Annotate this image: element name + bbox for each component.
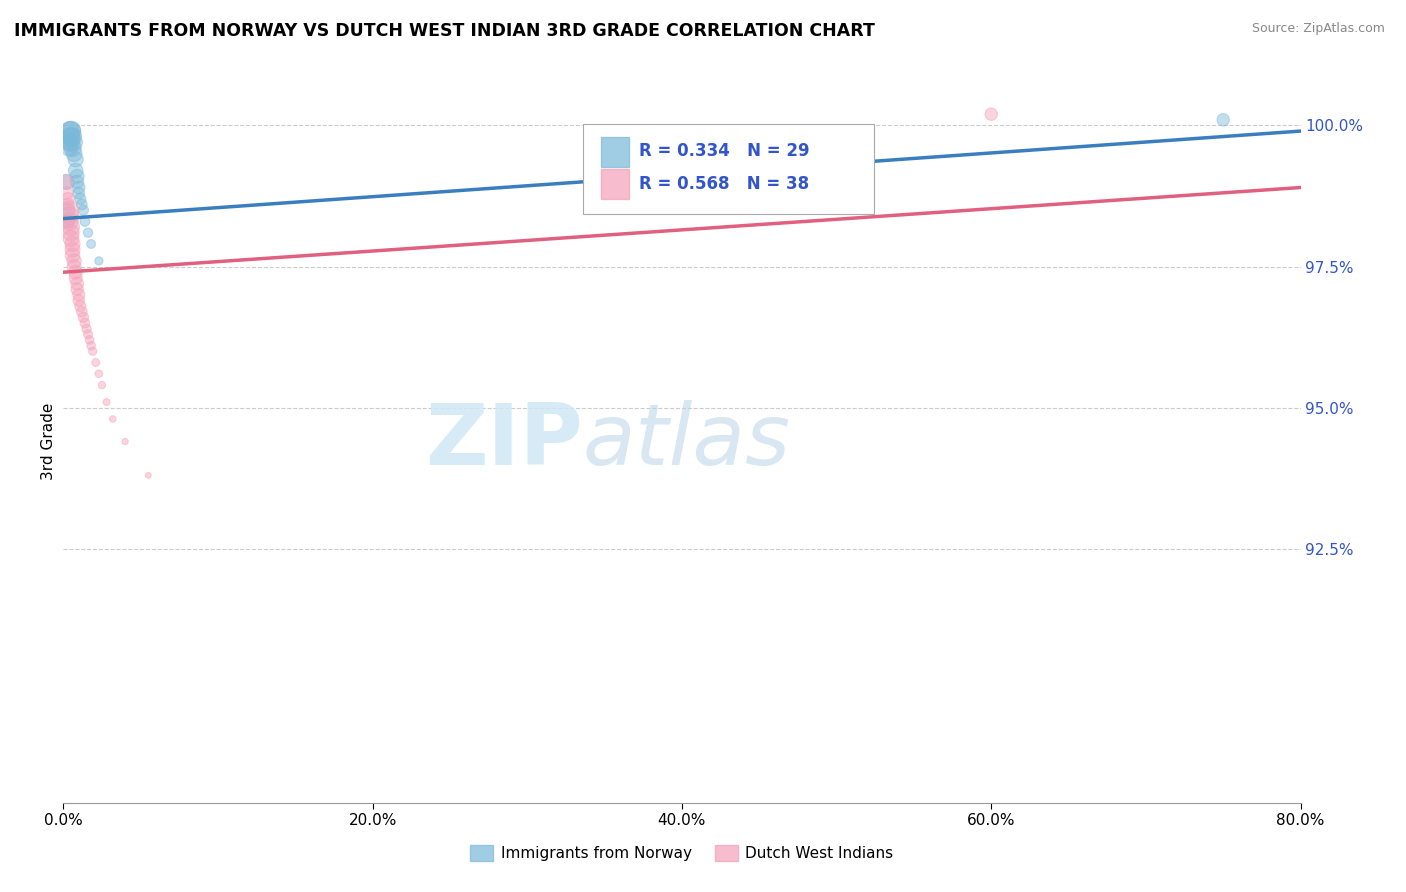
Text: IMMIGRANTS FROM NORWAY VS DUTCH WEST INDIAN 3RD GRADE CORRELATION CHART: IMMIGRANTS FROM NORWAY VS DUTCH WEST IND…: [14, 22, 875, 40]
Point: [96, 395, 118, 409]
Point: [63, 136, 86, 150]
Point: [138, 468, 160, 483]
Point: [66, 277, 89, 291]
Point: [1212, 112, 1234, 127]
Point: [55, 175, 77, 189]
Point: [114, 434, 136, 449]
Point: [67, 287, 90, 301]
Point: [66, 282, 89, 296]
Point: [63, 146, 86, 161]
Point: [80, 237, 103, 252]
Point: [87, 367, 110, 381]
Point: [55, 175, 77, 189]
Point: [59, 124, 82, 138]
Point: [59, 231, 82, 245]
Point: [55, 186, 77, 201]
Point: [63, 260, 86, 274]
Text: R = 0.334   N = 29: R = 0.334 N = 29: [638, 142, 810, 160]
Point: [59, 226, 82, 240]
Point: [90, 378, 114, 392]
Point: [82, 344, 104, 359]
Point: [62, 248, 84, 262]
Point: [58, 129, 80, 144]
Point: [67, 186, 90, 201]
Point: [59, 136, 82, 150]
Point: [69, 192, 91, 206]
Point: [65, 265, 87, 279]
Point: [62, 129, 84, 144]
Text: ZIP: ZIP: [425, 400, 583, 483]
Point: [58, 209, 80, 223]
Point: [59, 220, 82, 235]
Point: [77, 327, 100, 342]
Point: [56, 192, 79, 206]
Text: R = 0.568   N = 38: R = 0.568 N = 38: [638, 175, 808, 193]
Legend: Immigrants from Norway, Dutch West Indians: Immigrants from Norway, Dutch West India…: [464, 839, 900, 867]
Point: [101, 412, 124, 426]
Point: [73, 214, 96, 228]
Point: [63, 253, 86, 268]
Bar: [602, 169, 628, 200]
Point: [87, 253, 110, 268]
Point: [980, 107, 1002, 121]
Point: [65, 270, 87, 285]
Point: [62, 141, 84, 155]
Point: [65, 163, 87, 178]
Point: [62, 237, 84, 252]
Point: [84, 355, 107, 369]
Point: [65, 153, 87, 167]
Point: [56, 203, 79, 218]
Point: [72, 310, 94, 325]
Point: [79, 333, 101, 347]
Point: [77, 226, 100, 240]
Point: [58, 136, 80, 150]
Point: [58, 203, 80, 218]
Bar: [602, 136, 628, 167]
Point: [59, 124, 82, 138]
Point: [67, 293, 90, 308]
Point: [80, 338, 103, 352]
Point: [76, 321, 98, 335]
Text: atlas: atlas: [583, 400, 792, 483]
Point: [73, 316, 96, 330]
Point: [59, 129, 82, 144]
Point: [72, 203, 94, 218]
Point: [66, 175, 89, 189]
Point: [70, 304, 93, 318]
Point: [62, 243, 84, 257]
Y-axis label: 3rd Grade: 3rd Grade: [41, 403, 56, 480]
Text: Source: ZipAtlas.com: Source: ZipAtlas.com: [1251, 22, 1385, 36]
Point: [66, 169, 89, 184]
Point: [56, 197, 79, 211]
Point: [58, 214, 80, 228]
Point: [69, 299, 91, 313]
FancyBboxPatch shape: [583, 124, 873, 214]
Point: [67, 180, 90, 194]
Point: [70, 197, 93, 211]
Point: [56, 214, 79, 228]
Point: [58, 124, 80, 138]
Point: [58, 141, 80, 155]
